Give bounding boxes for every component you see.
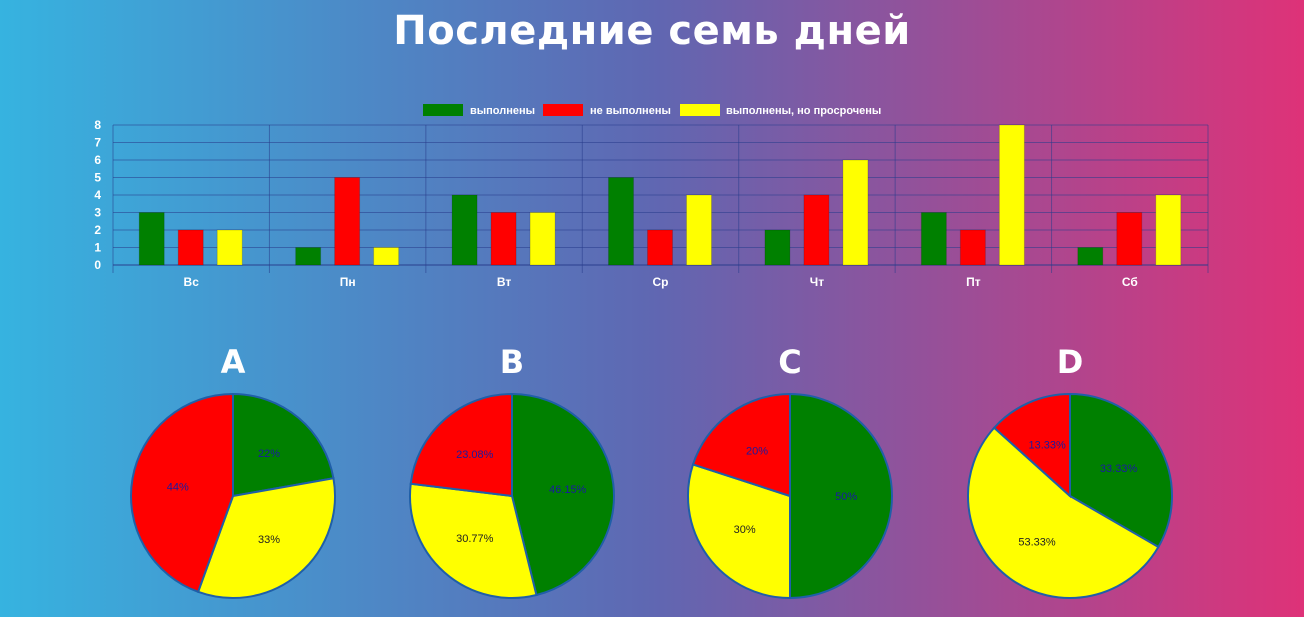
- pie-title-c: C: [778, 343, 802, 381]
- pie-slice-label: 13.33%: [1029, 440, 1067, 452]
- y-tick-label: 7: [94, 136, 101, 150]
- bar-ff0000-1[interactable]: [334, 177, 361, 266]
- legend-item-1[interactable]: не выполнены: [543, 104, 671, 117]
- pie-slice-1[interactable]: [967, 426, 1160, 599]
- bar-ff0000-2[interactable]: [490, 212, 517, 266]
- pie-a-svg: 22% 33% 44%: [130, 392, 336, 599]
- bar-ffff00-3[interactable]: [686, 194, 712, 266]
- bar-ffff00-0[interactable]: [216, 229, 243, 266]
- bar-ffff00-6[interactable]: [1155, 194, 1182, 266]
- bar-ffff00-4[interactable]: [842, 159, 869, 266]
- pie-chart-b: B 46.15% 30.77% 23.08%: [402, 340, 622, 602]
- pie-slice-0[interactable]: [1069, 392, 1173, 549]
- y-tick-label: 2: [94, 223, 101, 237]
- legend-item-2[interactable]: выполнены, но просрочены: [680, 104, 881, 117]
- pie-slice-0[interactable]: [511, 392, 615, 597]
- y-tick-label: 1: [94, 241, 101, 255]
- pie-slice-label: 46.15%: [549, 484, 587, 496]
- pie-slice-1[interactable]: [196, 477, 336, 599]
- pie-d-svg: 33.33% 53.33% 13.33%: [967, 392, 1173, 599]
- x-tick-label: Вс: [184, 275, 200, 289]
- pie-slice-label: 50%: [835, 491, 857, 503]
- bar-ffff00-5[interactable]: [998, 124, 1025, 266]
- y-tick-label: 4: [94, 188, 101, 202]
- bar-ffff00-2[interactable]: [529, 212, 556, 266]
- y-tick-label: 3: [94, 206, 101, 220]
- pie-slice-0[interactable]: [789, 392, 893, 600]
- legend-swatch: [543, 104, 583, 116]
- bar-008000-6[interactable]: [1077, 247, 1104, 266]
- pie-slice-label: 33%: [258, 534, 280, 546]
- pie-slice-1[interactable]: [409, 482, 538, 599]
- pie-title-a: A: [220, 343, 246, 381]
- x-tick-label: Ср: [653, 275, 669, 289]
- bar-ff0000-6[interactable]: [1116, 212, 1143, 266]
- x-tick-label: Чт: [810, 275, 824, 289]
- pie-chart-a: A 22% 33% 44%: [123, 340, 343, 602]
- pie-slice-label: 53.33%: [1018, 536, 1056, 548]
- pie-slice-1[interactable]: [687, 463, 791, 600]
- pie-slice-2[interactable]: [130, 392, 234, 594]
- bar-008000-0[interactable]: [138, 212, 165, 266]
- page-title: Последние семь дней: [393, 8, 911, 54]
- y-tick-label: 0: [94, 258, 101, 272]
- pie-slice-2[interactable]: [992, 392, 1071, 499]
- pie-slice-label: 20%: [746, 446, 768, 458]
- bar-ffff00-1[interactable]: [373, 247, 400, 266]
- pie-slice-label: 33.33%: [1100, 463, 1138, 475]
- y-tick-label: 8: [94, 118, 101, 132]
- y-tick-label: 6: [94, 153, 101, 167]
- x-tick-label: Сб: [1122, 275, 1138, 289]
- pie-slice-0[interactable]: [232, 392, 335, 498]
- bar-008000-5[interactable]: [920, 212, 947, 266]
- bar-008000-1[interactable]: [295, 247, 322, 266]
- pie-slice-label: 30%: [734, 524, 756, 536]
- x-tick-label: Пн: [340, 275, 356, 289]
- pie-slice-2[interactable]: [409, 392, 513, 498]
- pie-title-b: B: [499, 343, 525, 381]
- legend-item-0[interactable]: выполнены: [423, 104, 535, 117]
- legend-label: выполнены, но просрочены: [726, 105, 881, 117]
- x-tick-label: Вт: [497, 275, 512, 289]
- bar-008000-2[interactable]: [451, 194, 478, 266]
- pie-slice-label: 22%: [258, 448, 280, 460]
- pie-b-svg: 46.15% 30.77% 23.08%: [409, 392, 615, 599]
- bar-chart: выполнены не выполнены выполнены, но проср…: [94, 104, 1209, 289]
- pie-slice-label: 44%: [167, 481, 189, 493]
- pie-slice-2[interactable]: [691, 392, 791, 498]
- pie-slice-label: 23.08%: [456, 449, 494, 461]
- legend-label: не выполнены: [590, 105, 671, 117]
- pie-chart-c: C 50% 30% 20%: [680, 340, 900, 602]
- legend-label: выполнены: [470, 105, 535, 117]
- bar-008000-4[interactable]: [764, 229, 791, 266]
- legend-swatch: [680, 104, 720, 116]
- y-tick-label: 5: [94, 171, 101, 185]
- pie-chart-d: D 33.33% 53.33% 13.33%: [960, 340, 1180, 602]
- bar-ff0000-3[interactable]: [647, 229, 673, 266]
- bar-008000-3[interactable]: [608, 177, 634, 266]
- pie-title-d: D: [1056, 343, 1084, 381]
- x-tick-label: Пт: [966, 275, 981, 289]
- legend-swatch: [423, 104, 463, 116]
- pie-c-svg: 50% 30% 20%: [687, 392, 893, 600]
- bar-ff0000-5[interactable]: [959, 229, 986, 266]
- bar-ff0000-0[interactable]: [177, 229, 204, 266]
- pie-slice-label: 30.77%: [456, 533, 494, 545]
- bar-ff0000-4[interactable]: [803, 194, 830, 266]
